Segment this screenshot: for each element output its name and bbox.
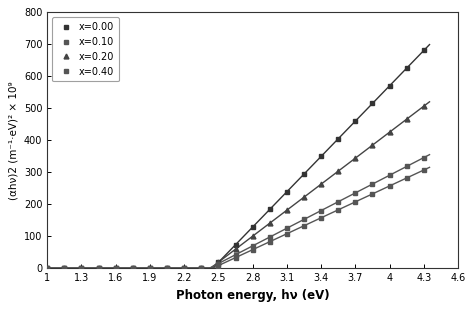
x=0.10 (164, 266, 170, 270)
x=0.00 (147, 266, 153, 270)
x=0.00 (164, 266, 170, 270)
x=0.10 (199, 266, 204, 270)
x=0.00 (182, 266, 187, 270)
x=0.00 (370, 102, 375, 105)
x=0.40 (113, 266, 118, 270)
x=0.10 (421, 168, 427, 172)
x=0.10 (113, 266, 118, 270)
Line: x=0.10: x=0.10 (45, 168, 426, 270)
x=0.40 (130, 266, 136, 270)
x=0.40 (250, 244, 255, 248)
x=0.20 (199, 266, 204, 270)
x=0.10 (318, 216, 324, 220)
x=0.10 (79, 266, 84, 270)
x=0.20 (301, 195, 307, 199)
x=0.40 (199, 266, 204, 270)
x=0.20 (284, 208, 290, 212)
x=0.10 (96, 266, 101, 270)
x=0.00 (301, 172, 307, 176)
x=0.10 (404, 176, 410, 180)
x=0.00 (284, 190, 290, 193)
x=0.40 (318, 209, 324, 212)
Y-axis label: (αhν)2 (m⁻¹·eV)² × 10⁹: (αhν)2 (m⁻¹·eV)² × 10⁹ (9, 81, 18, 200)
x=0.10 (284, 232, 290, 236)
Line: x=0.40: x=0.40 (45, 156, 426, 270)
x=0.10 (45, 266, 50, 270)
x=0.40 (45, 266, 50, 270)
x=0.40 (387, 173, 392, 177)
x=0.20 (79, 266, 84, 270)
x=0.20 (96, 266, 101, 270)
x=0.40 (370, 182, 375, 186)
x=0.20 (404, 117, 410, 121)
x=0.00 (130, 266, 136, 270)
x=0.00 (45, 266, 50, 270)
x=0.10 (130, 266, 136, 270)
Line: x=0.00: x=0.00 (45, 48, 426, 270)
x=0.40 (79, 266, 84, 270)
x=0.40 (147, 266, 153, 270)
x=0.10 (250, 248, 255, 251)
x=0.40 (96, 266, 101, 270)
x=0.00 (62, 266, 67, 270)
x=0.20 (233, 247, 238, 251)
x=0.00 (404, 66, 410, 70)
x=0.20 (147, 266, 153, 270)
x=0.20 (113, 266, 118, 270)
x=0.40 (404, 165, 410, 168)
x=0.40 (301, 218, 307, 221)
x=0.20 (353, 156, 358, 160)
x=0.40 (233, 253, 238, 257)
x=0.20 (164, 266, 170, 270)
x=0.10 (336, 208, 341, 212)
x=0.20 (336, 169, 341, 173)
x=0.00 (421, 49, 427, 52)
x=0.10 (267, 240, 273, 244)
x=0.00 (250, 225, 255, 229)
x=0.10 (233, 256, 238, 259)
x=0.20 (182, 266, 187, 270)
Legend: x=0.00, x=0.10, x=0.20, x=0.40: x=0.00, x=0.10, x=0.20, x=0.40 (52, 17, 118, 82)
x=0.20 (130, 266, 136, 270)
x=0.20 (267, 221, 273, 225)
x=0.40 (182, 266, 187, 270)
x=0.10 (62, 266, 67, 270)
x=0.00 (387, 84, 392, 88)
x=0.00 (96, 266, 101, 270)
x=0.10 (182, 266, 187, 270)
x=0.20 (370, 143, 375, 147)
x=0.40 (284, 226, 290, 230)
x=0.20 (216, 260, 221, 264)
x=0.00 (267, 207, 273, 211)
x=0.10 (147, 266, 153, 270)
x=0.40 (353, 191, 358, 195)
x=0.10 (370, 192, 375, 196)
x=0.40 (62, 266, 67, 270)
x=0.20 (421, 104, 427, 108)
x=0.00 (318, 155, 324, 158)
x=0.20 (318, 182, 324, 186)
x=0.20 (250, 234, 255, 238)
x=0.00 (233, 243, 238, 246)
x=0.40 (216, 262, 221, 265)
x=0.40 (267, 235, 273, 239)
x=0.40 (421, 156, 427, 159)
x=0.40 (164, 266, 170, 270)
Line: x=0.20: x=0.20 (45, 104, 426, 271)
X-axis label: Photon energy, hν (eV): Photon energy, hν (eV) (176, 289, 329, 302)
x=0.00 (216, 260, 221, 264)
x=0.10 (387, 184, 392, 188)
x=0.10 (301, 224, 307, 228)
x=0.20 (387, 130, 392, 134)
x=0.20 (62, 266, 67, 270)
x=0.00 (199, 266, 204, 270)
x=0.00 (113, 266, 118, 270)
x=0.10 (216, 264, 221, 268)
x=0.00 (353, 119, 358, 123)
x=0.20 (45, 266, 50, 270)
x=0.40 (336, 200, 341, 204)
x=0.10 (353, 200, 358, 204)
x=0.00 (79, 266, 84, 270)
x=0.00 (336, 137, 341, 141)
